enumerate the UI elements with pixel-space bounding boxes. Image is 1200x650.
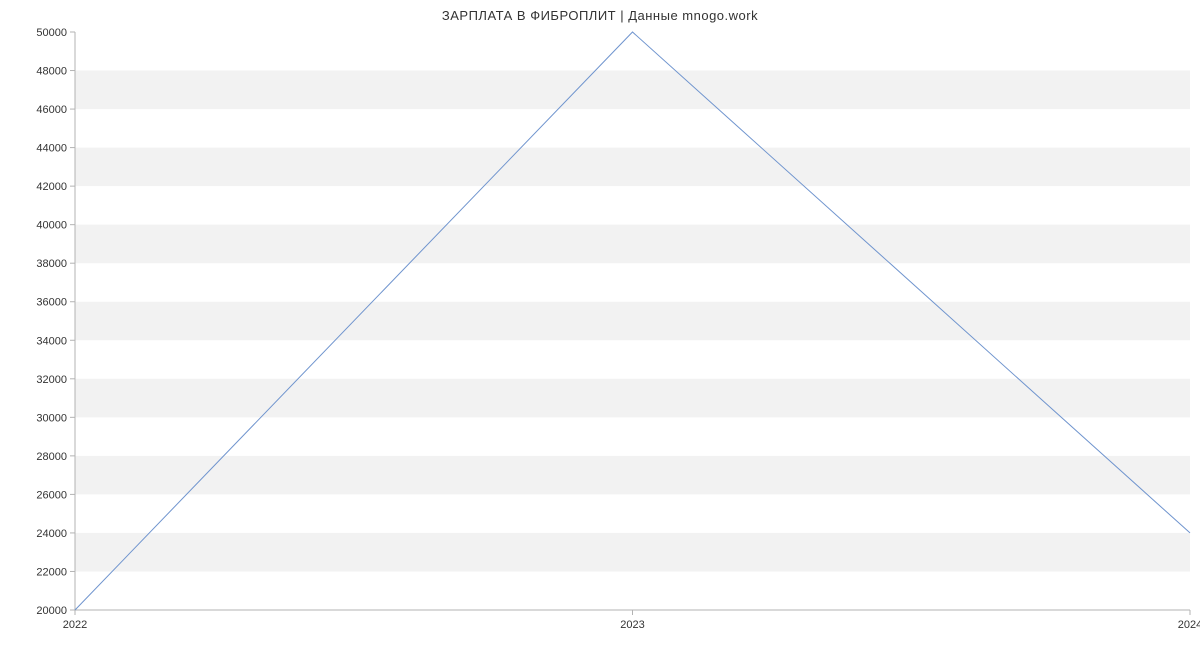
y-tick-label: 46000 (36, 104, 67, 116)
y-tick-label: 28000 (36, 451, 67, 463)
y-tick-label: 38000 (36, 258, 67, 270)
x-tick-label: 2022 (63, 619, 87, 631)
x-tick-label: 2023 (620, 619, 644, 631)
y-tick-label: 24000 (36, 528, 67, 540)
y-tick-label: 40000 (36, 220, 67, 232)
y-tick-label: 30000 (36, 412, 67, 424)
y-tick-label: 50000 (36, 27, 67, 39)
y-tick-label: 44000 (36, 143, 67, 155)
y-tick-label: 48000 (36, 66, 67, 78)
y-tick-label: 32000 (36, 374, 67, 386)
y-tick-label: 36000 (36, 297, 67, 309)
x-tick-label: 2024 (1178, 619, 1200, 631)
chart-svg: 20000 22000 24000 26000 28000 30000 32000 34000… (0, 0, 1200, 650)
y-tick-label: 26000 (36, 489, 67, 501)
y-tick-label: 34000 (36, 335, 67, 347)
y-tick-label: 22000 (36, 566, 67, 578)
salary-line-chart: ЗАРПЛАТА В ФИБРОПЛИТ | Данные mnogo.work… (0, 0, 1200, 650)
y-tick-label: 42000 (36, 181, 67, 193)
y-tick-label: 20000 (36, 605, 67, 617)
